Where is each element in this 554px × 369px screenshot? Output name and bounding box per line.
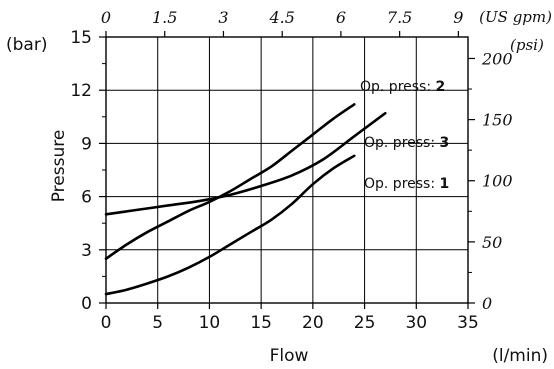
x-axis-label: Flow [270,346,309,366]
right-tick-label: 50 [482,233,502,252]
x-tick-label: 5 [152,313,163,333]
y-tick-label: 9 [81,134,92,154]
series-label-number: 2 [436,79,446,95]
right-tick-label: 100 [482,172,513,191]
y-tick-label: 12 [70,81,92,101]
x-tick-label: 20 [302,313,324,333]
x-tick-label: 25 [354,313,376,333]
y-axis-unit: (bar) [6,35,47,55]
x-tick-label: 0 [101,313,112,333]
right-axis-unit: (psi) [510,36,544,54]
series-label-2: Op. press: 3 [364,135,449,151]
series-line-1 [104,103,356,260]
series-label-prefix: Op. press: [360,79,436,95]
top-tick-label: 4.5 [268,8,294,27]
series-line-3 [104,154,356,296]
top-tick-label: 1.5 [152,8,177,27]
x-tick-label: 30 [405,313,427,333]
top-tick-label: 9 [453,8,463,27]
x-tick-label: 15 [250,313,272,333]
right-tick-label: 150 [482,111,513,130]
series-line-2 [104,111,387,216]
series-label-number: 1 [440,176,450,192]
chart-grid [106,37,468,303]
x-axis-unit: (l/min) [492,346,548,366]
chart-axes [99,31,475,309]
y-axis-label: Pressure [49,130,69,203]
plot-frame [105,36,469,304]
right-tick-label: 0 [482,294,492,313]
series-label-prefix: Op. press: [364,135,440,151]
right-tick-label: 200 [481,49,513,68]
top-tick-label: 7.5 [387,8,412,27]
series-label-number: 3 [440,135,450,151]
top-tick-label: 6 [336,8,346,27]
chart-text-layer: (bar) Pressure Flow (l/min) (US gpm) (ps… [6,8,552,366]
x-tick-label: 35 [457,313,479,333]
series-label-3: Op. press: 1 [364,176,449,192]
y-tick-label: 3 [81,241,92,261]
series-label-1: Op. press: 2 [360,79,445,95]
y-tick-label: 6 [81,188,92,208]
top-tick-label: 3 [218,8,228,27]
y-tick-label: 0 [81,294,92,314]
y-tick-label: 15 [70,28,92,48]
x-tick-label: 10 [199,313,221,333]
top-axis-unit: (US gpm) [479,8,552,26]
top-tick-label: 0 [101,8,111,27]
series-label-prefix: Op. press: [364,176,440,192]
chart-series-layer [104,103,387,296]
